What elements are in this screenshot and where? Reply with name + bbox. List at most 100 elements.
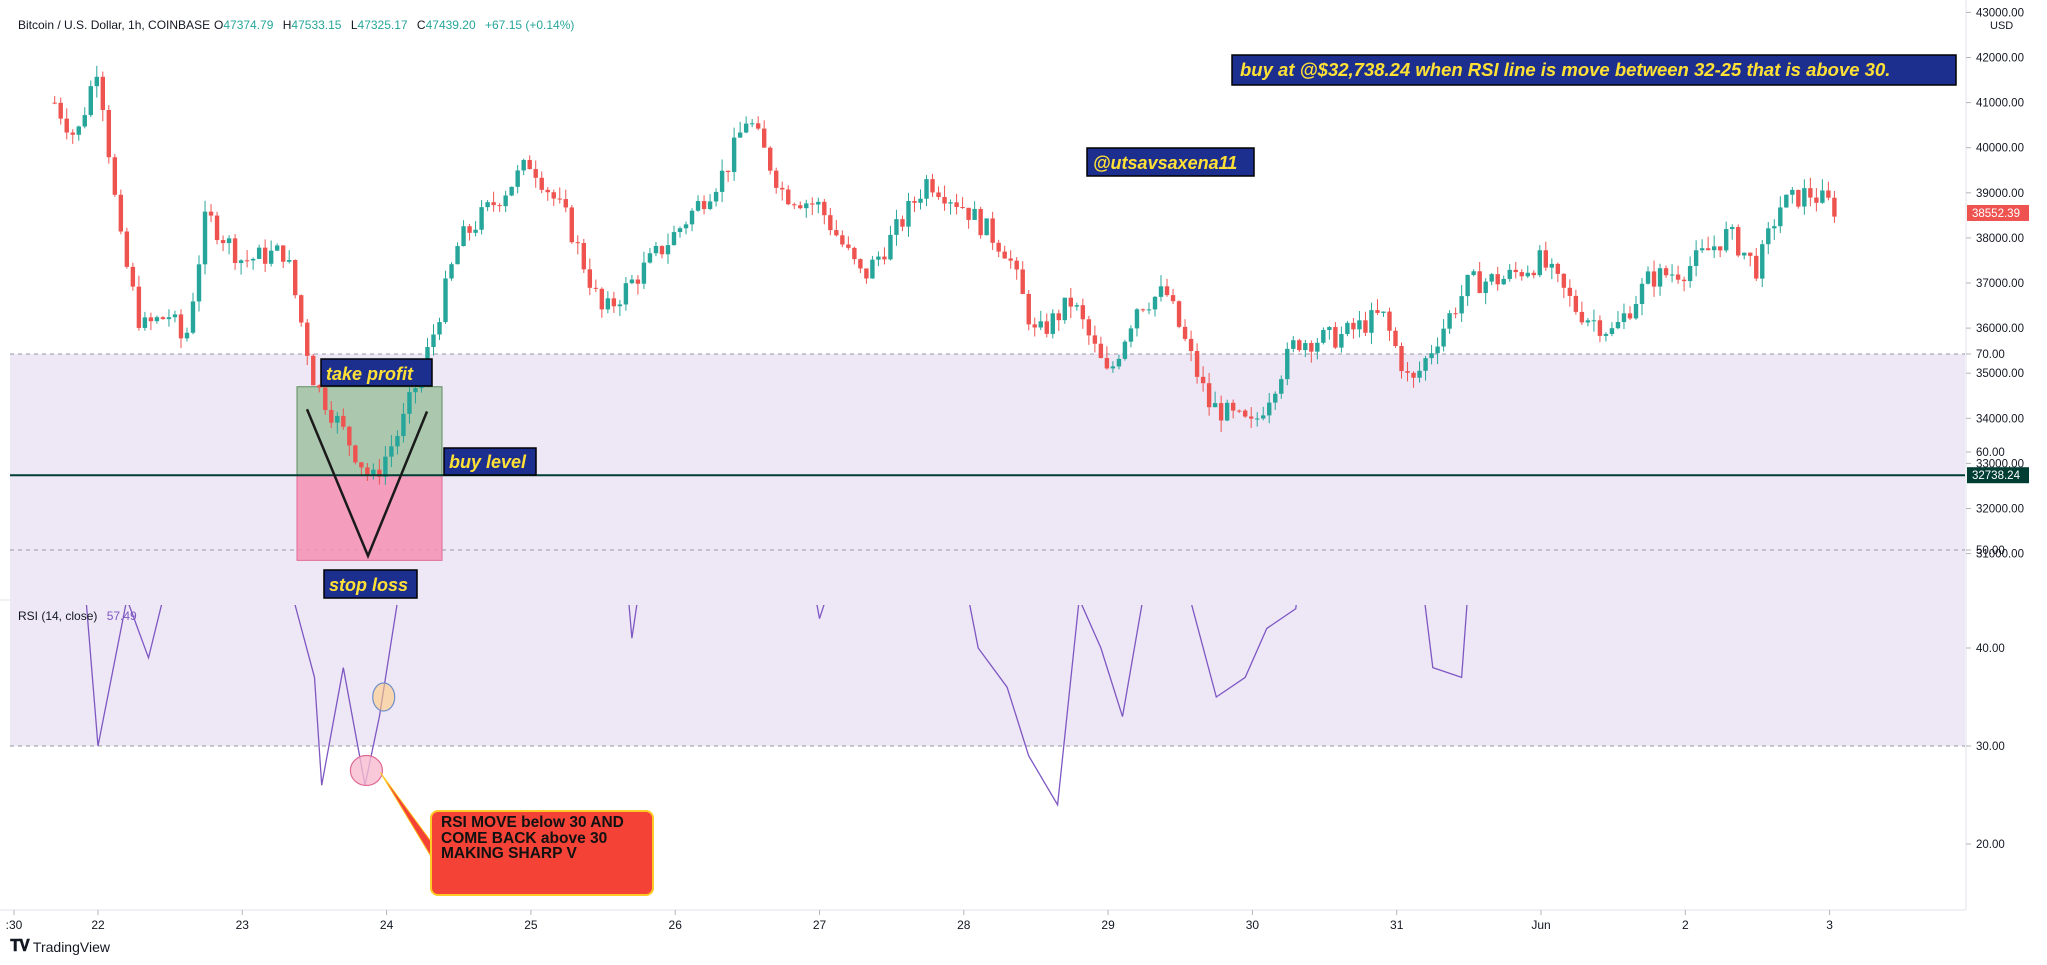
rsi-tick-label: 70.00 bbox=[1976, 349, 2005, 361]
candle bbox=[1056, 309, 1061, 331]
take-profit-text: take profit bbox=[326, 364, 414, 384]
author-label[interactable]: @utsavsaxena11 bbox=[1086, 147, 1255, 177]
rsi-recovery-marker[interactable] bbox=[372, 682, 396, 712]
candle bbox=[551, 189, 556, 206]
candle bbox=[1405, 362, 1410, 382]
candle bbox=[1483, 278, 1488, 305]
rsi-tick-label: 20.00 bbox=[1976, 839, 2005, 851]
candle bbox=[1717, 246, 1723, 258]
last-price-tag: 38552.39 bbox=[1967, 204, 2029, 221]
candle bbox=[1128, 325, 1134, 348]
candle bbox=[461, 220, 466, 247]
candle bbox=[1176, 300, 1182, 329]
rsi-legend[interactable]: RSI (14, close) 57.49 bbox=[18, 609, 137, 623]
candle bbox=[473, 221, 478, 237]
candle bbox=[1020, 261, 1025, 295]
candle bbox=[713, 188, 719, 207]
candle bbox=[1790, 186, 1795, 204]
candle bbox=[743, 116, 749, 134]
buy-note-label[interactable]: buy at @$32,738.24 when RSI line is move… bbox=[1231, 54, 1957, 86]
candle bbox=[371, 463, 376, 480]
candle bbox=[1549, 258, 1555, 280]
time-tick-label: Jun bbox=[1531, 918, 1550, 932]
candle bbox=[629, 275, 635, 285]
candle bbox=[1742, 252, 1747, 260]
candle bbox=[1754, 248, 1759, 282]
ohlc-readout: O47374.79 H47533.15 L47325.17 C47439.20 … bbox=[214, 18, 574, 32]
candle bbox=[1501, 275, 1506, 285]
rsi-callout[interactable]: RSI MOVE below 30 AND COME BACK above 30… bbox=[430, 810, 654, 896]
candle bbox=[1591, 309, 1597, 332]
candle bbox=[389, 434, 394, 468]
candle bbox=[274, 243, 280, 252]
candle bbox=[1826, 181, 1831, 201]
candle bbox=[467, 224, 472, 241]
symbol-title[interactable]: Bitcoin / U.S. Dollar, 1h, COINBASE bbox=[18, 18, 210, 32]
candle bbox=[1441, 319, 1446, 352]
candlestick-series bbox=[52, 65, 1837, 485]
tradingview-logo[interactable]: 𝐓𝐕 TradingView bbox=[10, 938, 110, 956]
candle bbox=[1002, 245, 1007, 259]
candle bbox=[786, 185, 791, 206]
buy-level-label[interactable]: buy level bbox=[443, 447, 537, 476]
candle bbox=[647, 248, 653, 264]
candle bbox=[725, 170, 731, 182]
candle bbox=[1285, 342, 1290, 386]
candle bbox=[1423, 355, 1428, 381]
stop-loss-label[interactable]: stop loss bbox=[323, 569, 418, 599]
candle bbox=[317, 384, 322, 393]
candle bbox=[190, 292, 196, 335]
candle bbox=[1537, 245, 1542, 278]
price-tick-label: 43000.00 bbox=[1976, 7, 2024, 19]
candle bbox=[1705, 236, 1711, 251]
take-profit-label[interactable]: take profit bbox=[320, 358, 433, 387]
candle bbox=[244, 250, 250, 268]
candle bbox=[407, 384, 412, 424]
candle bbox=[124, 227, 130, 269]
candle bbox=[1321, 327, 1326, 345]
candle bbox=[70, 129, 75, 144]
candle bbox=[142, 311, 148, 331]
stop-loss-zone[interactable] bbox=[296, 474, 443, 561]
candle bbox=[1357, 310, 1362, 338]
candle bbox=[1573, 289, 1579, 315]
candle bbox=[1597, 315, 1603, 343]
candle bbox=[792, 202, 797, 210]
candle bbox=[136, 275, 142, 331]
candle bbox=[1615, 311, 1621, 330]
candle bbox=[166, 309, 172, 327]
candle bbox=[828, 207, 833, 236]
time-axis[interactable]: :30 22 23 24 25 26 27 28 29 30 31 Jun 2 3 bbox=[6, 910, 1834, 932]
candle bbox=[214, 211, 220, 245]
candle bbox=[840, 230, 845, 248]
candle bbox=[1351, 318, 1356, 339]
price-tick-label: 40000.00 bbox=[1976, 143, 2024, 155]
candle bbox=[1411, 371, 1416, 388]
rsi-dip-marker[interactable] bbox=[349, 754, 383, 787]
candle bbox=[82, 107, 87, 129]
rsi-axis[interactable]: 20.00 30.00 40.00 50.00 60.00 70.00 bbox=[1966, 349, 2005, 851]
candle bbox=[1802, 179, 1807, 215]
candle bbox=[930, 173, 935, 197]
rsi-tick-label: 30.00 bbox=[1976, 741, 2005, 753]
rsi-tick-label: 50.00 bbox=[1976, 545, 2005, 557]
candle bbox=[996, 239, 1001, 258]
rsi-legend-value: 57.49 bbox=[107, 609, 137, 623]
candle bbox=[1784, 194, 1789, 208]
candle bbox=[94, 65, 99, 98]
time-tick-label: 29 bbox=[1101, 918, 1115, 932]
rsi-tick-label: 60.00 bbox=[1976, 447, 2005, 459]
time-tick-label: 2 bbox=[1682, 918, 1689, 932]
tradingview-wordmark: TradingView bbox=[32, 939, 110, 955]
candle bbox=[1766, 222, 1771, 255]
v-pattern-drawing[interactable] bbox=[305, 408, 429, 560]
candle bbox=[894, 209, 899, 246]
candle bbox=[1098, 336, 1104, 359]
candle bbox=[1393, 327, 1398, 348]
candle bbox=[491, 191, 496, 212]
candle bbox=[749, 118, 755, 128]
candle bbox=[1531, 270, 1536, 279]
candle bbox=[1387, 307, 1392, 341]
candle bbox=[1279, 375, 1284, 399]
